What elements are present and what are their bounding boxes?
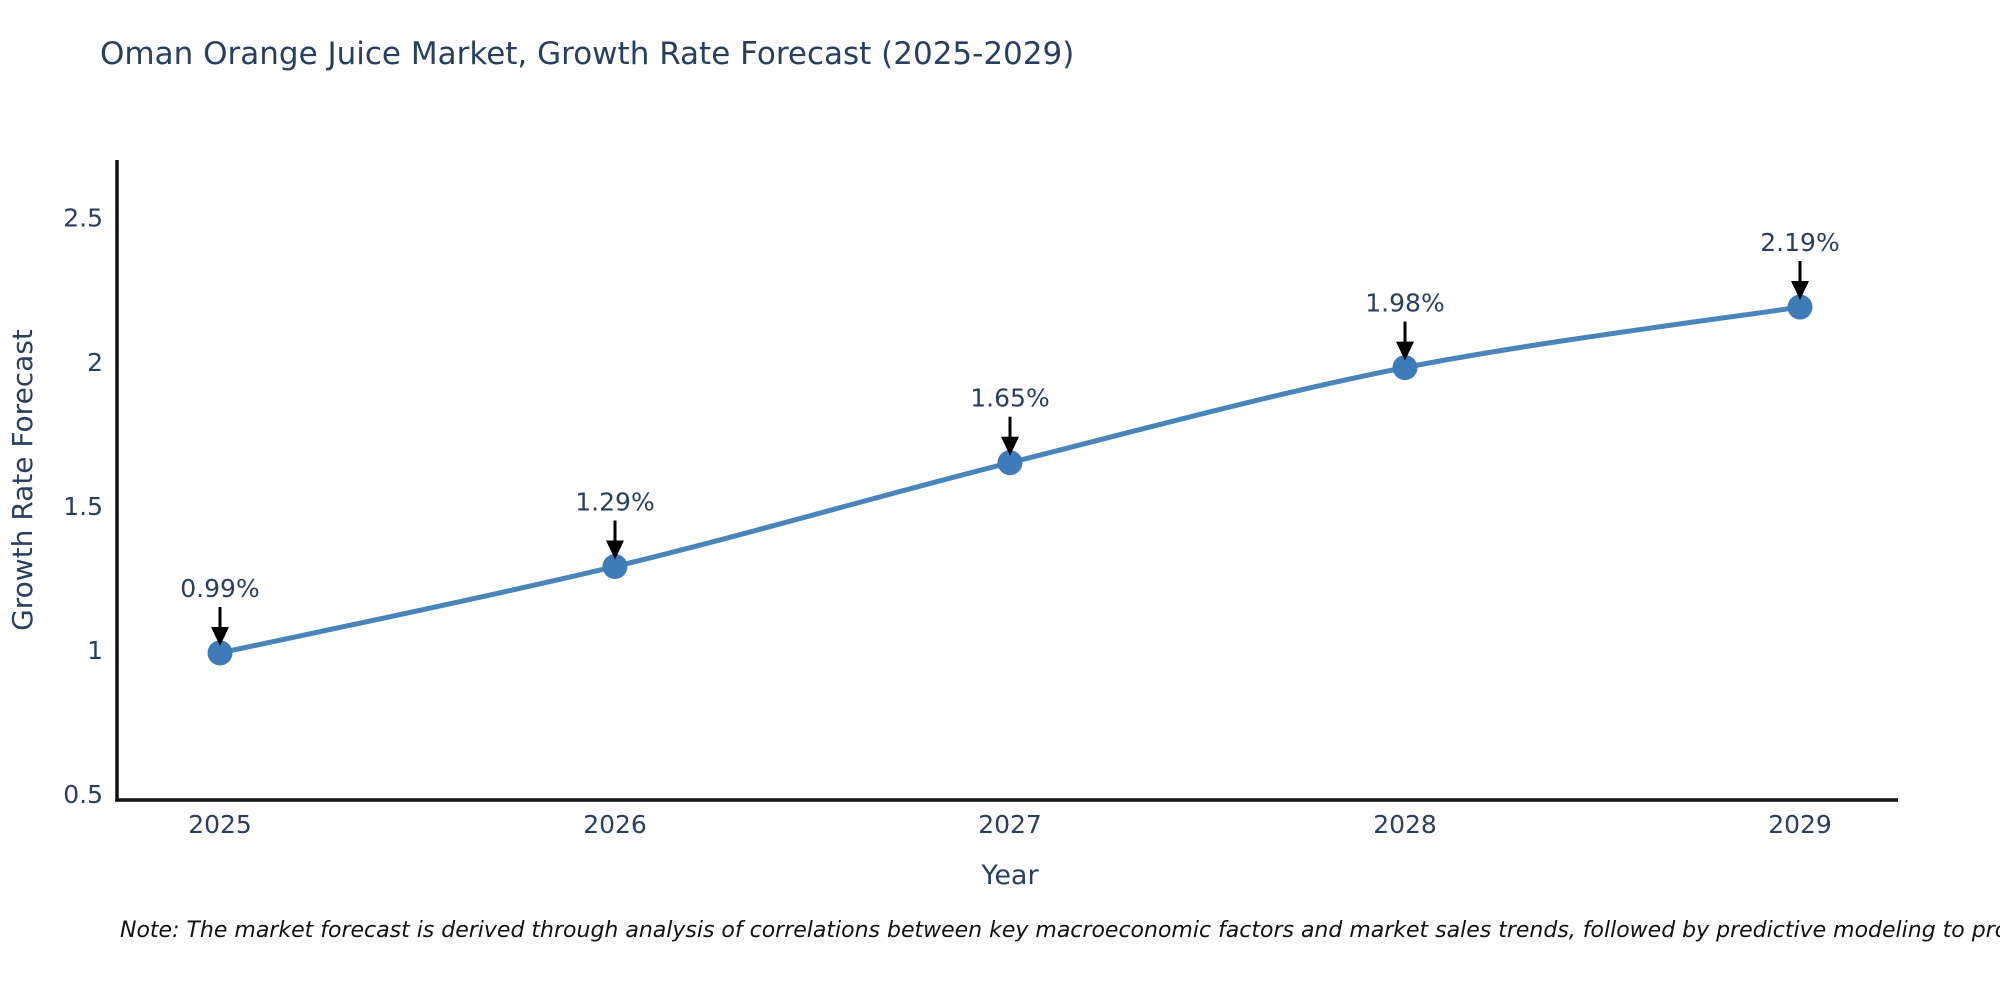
annotation-arrowhead — [606, 540, 624, 560]
x-tick-label: 2027 — [978, 810, 1042, 839]
y-tick-label: 0.5 — [63, 780, 103, 809]
footnote-text: Note: The market forecast is derived thr… — [120, 918, 2000, 943]
x-axis-title: Year — [980, 860, 1039, 891]
x-tick-label: 2029 — [1768, 810, 1832, 839]
y-tick-label: 1 — [87, 636, 103, 665]
annotation-label: 1.65% — [970, 384, 1049, 413]
chart-title: Oman Orange Juice Market, Growth Rate Fo… — [100, 36, 1075, 72]
annotation-arrowhead — [1001, 436, 1019, 456]
y-tick-label: 1.5 — [63, 492, 103, 521]
data-point — [1392, 355, 1418, 381]
x-tick-label: 2026 — [583, 810, 647, 839]
annotation-label: 1.29% — [575, 487, 654, 516]
annotation-arrowhead — [1396, 341, 1414, 361]
annotation-arrowhead — [211, 626, 229, 646]
annotation-label: 0.99% — [180, 574, 259, 603]
y-tick-label: 2 — [87, 348, 103, 377]
y-axis-title: Growth Rate Forecast — [6, 329, 39, 631]
annotation-label: 1.98% — [1365, 289, 1444, 318]
data-point — [207, 640, 233, 666]
forecast-line — [217, 304, 1803, 656]
annotation-arrowhead — [1791, 281, 1809, 301]
y-tick-label: 2.5 — [63, 204, 103, 233]
x-tick-label: 2025 — [188, 810, 252, 839]
data-point — [997, 450, 1023, 476]
data-point — [1787, 294, 1813, 320]
data-point — [602, 553, 628, 579]
x-tick-label: 2028 — [1373, 810, 1437, 839]
annotation-label: 2.19% — [1760, 228, 1839, 257]
